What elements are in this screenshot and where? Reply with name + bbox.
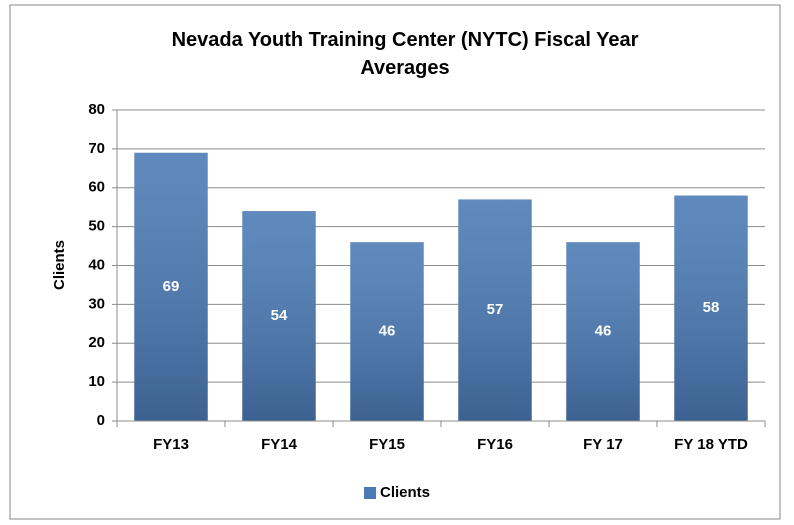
bar-shade (350, 242, 424, 421)
data-label: 69 (163, 278, 180, 295)
y-tick-label: 0 (97, 412, 105, 429)
bar-shade (242, 211, 316, 421)
y-tick-label: 80 (88, 101, 105, 118)
bar-shade (674, 195, 748, 421)
bar-shade (458, 199, 532, 421)
data-label: 58 (703, 299, 720, 316)
y-tick-label: 40 (88, 256, 105, 273)
y-tick-label: 70 (88, 140, 105, 157)
data-label: 54 (271, 307, 288, 324)
x-tick-label: FY13 (153, 436, 189, 453)
y-tick-label: 30 (88, 295, 105, 312)
x-tick-label: FY14 (261, 436, 298, 453)
legend-swatch (364, 487, 376, 499)
data-label: 57 (487, 301, 504, 318)
x-tick-label: FY 17 (583, 436, 623, 453)
legend-label: Clients (380, 484, 430, 501)
bar-shade (134, 152, 208, 421)
x-tick-label: FY 18 YTD (674, 436, 748, 453)
data-label: 46 (379, 323, 396, 340)
y-tick-label: 10 (88, 373, 105, 390)
bar-shade (566, 242, 640, 421)
x-tick-label: FY16 (477, 436, 513, 453)
y-tick-label: 20 (88, 334, 105, 351)
y-axis-label: Clients (51, 240, 68, 290)
x-tick-label: FY15 (369, 436, 405, 453)
y-tick-label: 50 (88, 218, 105, 235)
chart-title: Nevada Youth Training Center (NYTC) Fisc… (171, 29, 639, 79)
y-tick-label: 60 (88, 179, 105, 196)
data-label: 46 (595, 323, 612, 340)
